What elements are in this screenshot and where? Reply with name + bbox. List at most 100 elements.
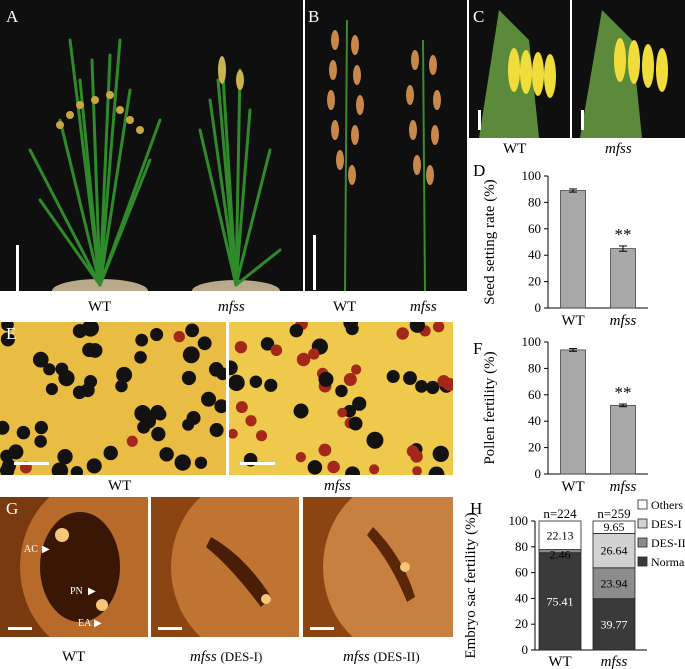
pollen-grain: [249, 375, 263, 388]
legend-swatch-des-ii: [637, 537, 648, 548]
significance-label: **: [615, 383, 632, 402]
pollen-grain: [84, 375, 98, 389]
pollen-grain: [57, 449, 73, 465]
pollen-grain: [209, 423, 224, 438]
pollen-grain: [103, 445, 118, 461]
legend-swatch-des-i: [637, 518, 648, 529]
embryo-sac-fertility-chart: 0 20 40 60 80 100 75.41 2.46 22.13 n=224 WT 39.77 23…: [463, 498, 685, 669]
stack-segment-normal: [592, 598, 636, 651]
panel-b-wt-caption: WT: [333, 299, 357, 315]
panel-g-des1-caption: mfss (DES-I): [190, 650, 262, 665]
y-tick-label: 80: [528, 360, 541, 375]
pollen-grain: [229, 374, 245, 392]
legend-label-des-i: DES-I: [651, 517, 682, 531]
panel-a-photo: [0, 0, 303, 291]
pollen-grain: [45, 383, 58, 396]
pollen-grain: [140, 413, 157, 429]
pollen-grain: [72, 323, 87, 339]
pollen-grain: [235, 401, 248, 414]
panel-e-label: E: [6, 324, 17, 343]
panel-e-wt-caption: WT: [108, 478, 132, 494]
pollen-grain: [293, 403, 309, 419]
panel-c-wt-caption: WT: [503, 141, 527, 157]
legend-swatch-normal: [637, 556, 648, 567]
pollen-grain: [295, 452, 306, 463]
y-tick-label: 60: [528, 221, 541, 236]
des2-embryo-sac-illustration: [323, 497, 453, 637]
pollen-fertility-chart: 0 20 40 60 80 100 WT mfss ** Pollen fertility (%): [482, 334, 648, 495]
pollen-grain: [134, 351, 147, 364]
pollen-grain: [409, 322, 425, 333]
panel-d-label: D: [473, 161, 486, 180]
segment-value-label: 39.77: [601, 617, 628, 631]
panel-h-label: H: [470, 499, 483, 518]
y-tick-label: 0: [522, 642, 529, 657]
pollen-grain: [396, 327, 409, 340]
pollen-grain: [256, 430, 268, 442]
pollen-grain: [43, 363, 56, 376]
panel-b-label: B: [308, 7, 320, 26]
y-tick-label: 60: [528, 387, 541, 402]
pollen-grain: [197, 336, 212, 351]
pollen-grain: [116, 366, 133, 383]
pollen-grain: [289, 323, 304, 338]
annotation-pn: PN: [70, 586, 83, 597]
pollen-grain: [214, 399, 226, 414]
pollen-grain: [0, 463, 15, 475]
seed-setting-chart: 0 20 40 60 80 100 WT mfss ** Seed setting rate (%…: [482, 168, 648, 329]
y-tick-label: 80: [515, 539, 528, 554]
panel-g-des2-caption: mfss (DES-II): [343, 650, 420, 665]
legend-swatch-others: [637, 499, 648, 510]
y-tick-label: 40: [528, 247, 541, 262]
pollen-grain: [115, 379, 128, 393]
pollen-grain: [51, 462, 69, 475]
pollen-grain: [0, 332, 16, 347]
y-axis-label: Seed setting rate (%): [482, 179, 498, 304]
pollen-grain: [34, 435, 47, 448]
segment-value-label: 26.64: [601, 544, 628, 558]
pollen-grain: [16, 425, 31, 440]
segment-value-label: 22.13: [547, 528, 574, 542]
stack-segment-normal: [538, 552, 582, 651]
pollen-grain: [159, 447, 174, 462]
y-tick-label: 100: [522, 334, 542, 349]
panel-e-mfss-text: mfss: [324, 478, 351, 494]
panel-b-photo: [305, 0, 467, 291]
y-tick-label: 60: [515, 565, 528, 580]
panel-g-des1-photo: [151, 497, 299, 637]
panel-g-label: G: [6, 499, 19, 518]
y-axis-label: Embryo sac fertility (%): [463, 512, 479, 658]
pollen-grain: [173, 330, 185, 343]
pollen-grain: [351, 364, 362, 375]
panel-g-des1-mfss: mfss: [190, 649, 217, 665]
panel-c-wt-scale-bar: [478, 110, 481, 130]
pollen-grain: [426, 380, 440, 395]
pollen-grain: [216, 367, 226, 381]
y-tick-label: 40: [515, 590, 528, 605]
pollen-grain: [412, 466, 422, 475]
sample-count-label: n=224: [543, 506, 577, 521]
panel-f-label: F: [473, 339, 483, 358]
x-tick-label: mfss: [610, 313, 637, 329]
arrow-ac-icon: ▶: [42, 544, 50, 555]
panel-e-mfss-scale-bar: [240, 462, 275, 465]
pollen-grain: [229, 360, 238, 376]
pollen-grain: [151, 426, 166, 442]
y-tick-label: 80: [528, 194, 541, 209]
legend-label-others: Others: [651, 498, 683, 512]
panel-g-wt-caption: WT: [62, 649, 86, 665]
panel-c-mfss-text: mfss: [605, 141, 632, 157]
significance-label: **: [615, 225, 632, 244]
panel-g-wt-photo: [0, 497, 148, 637]
des1-embryo-sac-illustration: [171, 497, 299, 637]
pollen-grain: [34, 420, 48, 435]
pollen-grain: [260, 337, 275, 351]
segment-value-label: 75.41: [547, 594, 574, 608]
pollen-grain: [229, 428, 238, 439]
stack-segment-des-i: [592, 533, 636, 569]
y-tick-label: 20: [515, 616, 528, 631]
segment-value-label: 23.94: [601, 576, 628, 590]
panel-a-mfss-caption: mfss: [218, 300, 245, 315]
stack-segment-others: [538, 520, 582, 550]
pollen-grain: [337, 407, 348, 418]
